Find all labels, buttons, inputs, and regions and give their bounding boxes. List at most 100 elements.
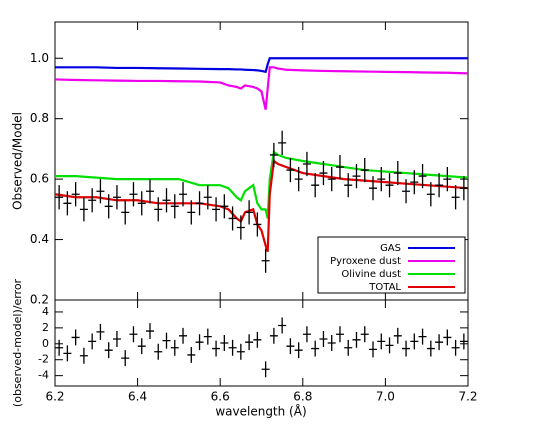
y-tick-label: 0.4 [30,232,49,246]
legend-label: Olivine dust [341,269,401,280]
data-point [459,176,468,201]
data-point [311,173,320,198]
residual-point [154,343,163,360]
residual-point [187,346,196,363]
y-tick-label: 0.6 [30,172,49,186]
data-point [410,170,419,195]
legend-box [317,236,466,294]
residual-point [170,339,179,356]
residual-point [327,335,336,351]
residual-point [360,326,369,343]
data-point [327,167,336,192]
data-point [335,154,344,180]
residual-point [129,326,138,343]
residual-point [104,342,113,359]
y-axis-label: (observed-model)/error [11,278,24,407]
data-point [179,182,188,207]
residual-point [88,333,97,350]
data-point [435,173,444,198]
y-tick-label: -2 [38,353,49,366]
residual-point [137,338,146,355]
residual-point [402,340,411,357]
residual-point [352,331,361,348]
data-point [261,248,270,273]
residual-point [335,326,344,343]
residual-point [459,333,468,350]
data-point [236,215,245,240]
y-tick-label: -4 [38,369,49,382]
y-tick-label: 0.8 [30,111,49,125]
x-axis-label: wavelength (Å) [215,404,306,419]
data-point [220,194,229,219]
data-point [212,197,221,222]
residual-point [294,342,303,359]
data-point [71,182,80,207]
x-tick-label: 6.8 [293,390,312,404]
data-point [418,164,427,189]
data-point [154,197,163,222]
x-tick-label: 7.2 [458,390,477,404]
residual-point [435,334,444,351]
data-point [294,167,303,192]
data-point [88,188,97,213]
data-point [344,173,353,198]
residual-point [212,340,221,357]
residual-point [121,350,130,367]
data-point [112,185,121,210]
data-point [96,179,105,204]
data-point [443,167,452,192]
data-point [79,197,88,222]
data-point [245,200,254,225]
x-tick-label: 6.2 [45,390,64,404]
residual-point [261,361,270,378]
data-point [451,185,460,210]
data-point [203,185,212,210]
data-point [137,191,146,216]
data-point [360,157,369,183]
residual-point [369,341,378,358]
residual-point [112,331,121,347]
residual-point [377,333,386,350]
residual-point [278,317,287,334]
y-tick-label: 0 [42,337,49,350]
legend-label: TOTAL [368,282,401,293]
residual-point [393,327,402,344]
data-point [393,161,402,186]
y-axis-label: Observed/Model [11,112,25,210]
bottom-frame [54,299,469,387]
data-point [253,212,262,237]
data-point [352,164,361,189]
y-tick-label: 2 [42,321,49,334]
y-tick-label: 0.2 [30,293,49,307]
data-point [129,182,138,207]
legend-label: GAS [380,243,401,254]
data-point [195,191,204,216]
model-line [55,57,468,74]
data-point [302,151,311,177]
residual-point [451,339,460,356]
data-point [55,185,64,210]
data-point [377,167,386,192]
residual-point [203,328,212,345]
data-point [104,194,113,219]
residual-point [418,328,427,345]
residual-point [269,327,278,344]
residual-point [245,334,254,351]
data-point [187,200,196,225]
data-point [319,161,328,186]
residual-point [319,331,328,347]
x-tick-label: 7.0 [376,390,395,404]
y-tick-label: 1.0 [30,51,49,65]
data-point [170,194,179,219]
y-tick-label: 4 [42,305,49,318]
data-point [145,179,154,204]
residual-point [344,339,353,356]
data-point [228,206,237,231]
residual-point [236,343,245,360]
residual-point [302,326,311,343]
residual-point [385,337,394,354]
residual-point [443,329,452,346]
residual-point [71,329,80,346]
data-point [426,182,435,207]
